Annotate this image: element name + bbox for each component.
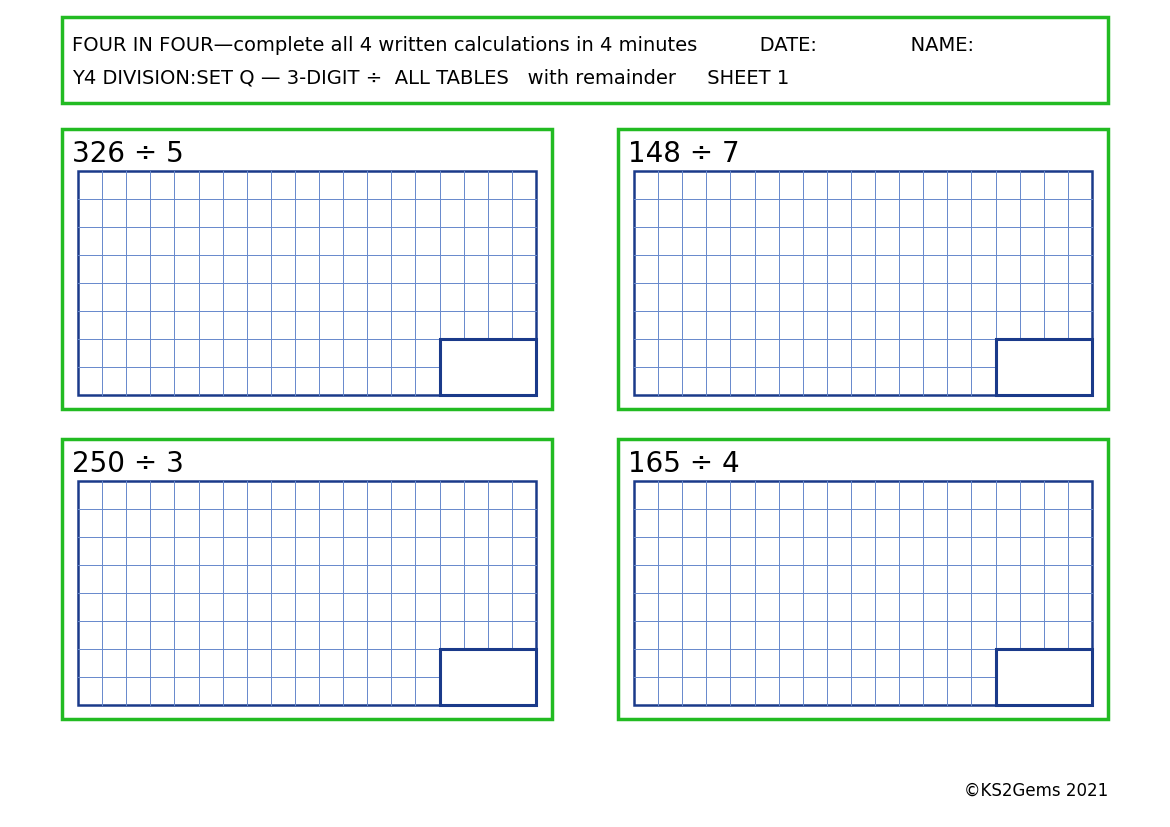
Text: 250 ÷ 3: 250 ÷ 3	[73, 449, 184, 477]
Bar	[440, 649, 536, 705]
Bar	[996, 340, 1092, 395]
Text: ©KS2Gems 2021: ©KS2Gems 2021	[964, 781, 1108, 799]
Bar	[618, 130, 1108, 409]
Bar	[78, 481, 536, 705]
Text: Y4 DIVISION:SET Q — 3-DIGIT ÷  ALL TABLES   with remainder     SHEET 1: Y4 DIVISION:SET Q — 3-DIGIT ÷ ALL TABLES…	[73, 68, 790, 87]
Bar	[634, 481, 1092, 705]
Bar	[440, 340, 536, 395]
Text: FOUR IN FOUR—complete all 4 written calculations in 4 minutes          DATE:    : FOUR IN FOUR—complete all 4 written calc…	[73, 36, 973, 55]
Bar	[62, 130, 552, 409]
Bar	[62, 439, 552, 719]
Bar	[634, 172, 1092, 395]
Bar	[78, 172, 536, 395]
Bar	[618, 439, 1108, 719]
Text: 165 ÷ 4: 165 ÷ 4	[628, 449, 739, 477]
Bar	[996, 649, 1092, 705]
Text: 326 ÷ 5: 326 ÷ 5	[73, 140, 184, 168]
Bar	[62, 18, 1108, 104]
Text: 148 ÷ 7: 148 ÷ 7	[628, 140, 739, 168]
